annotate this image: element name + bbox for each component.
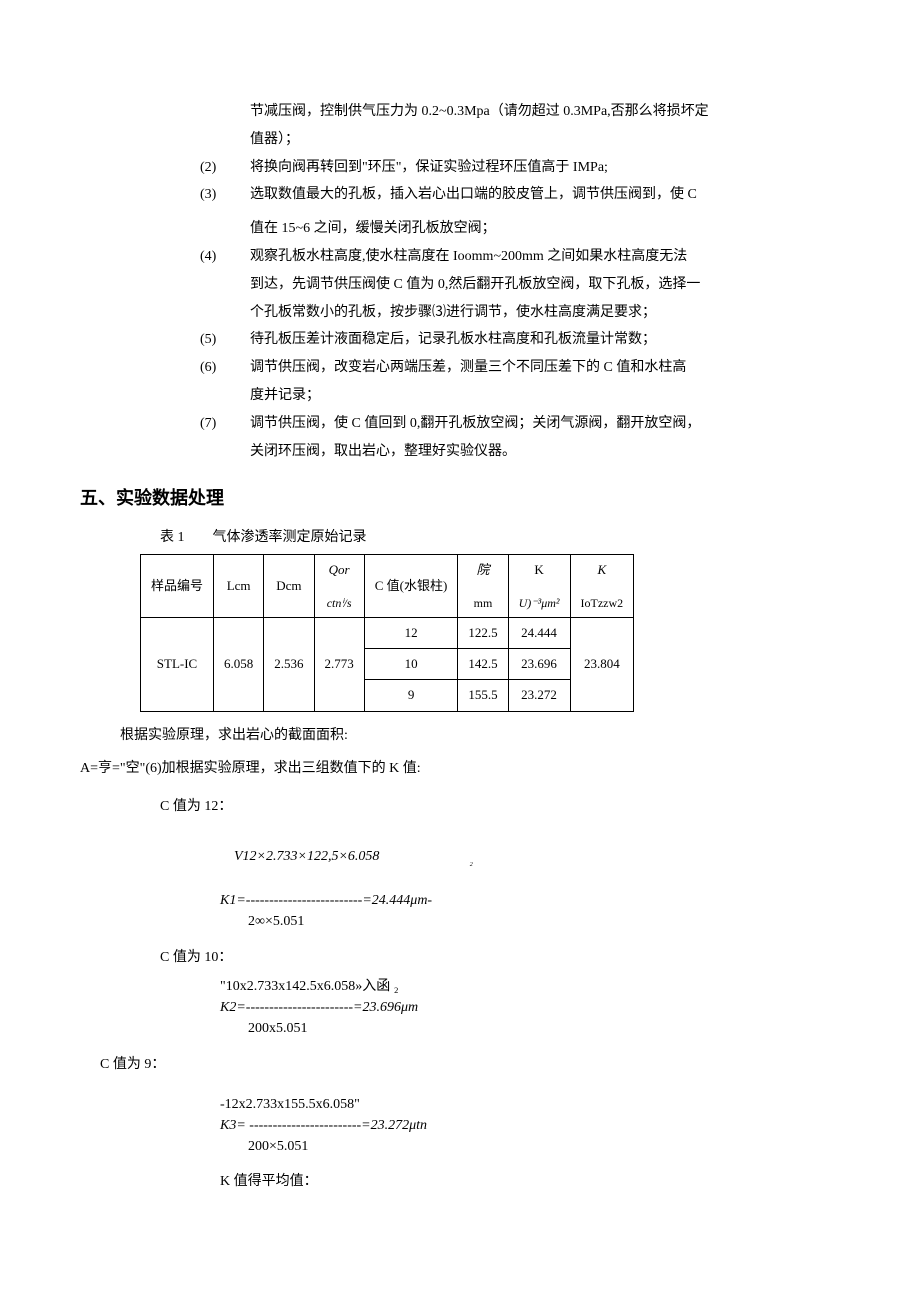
step-3: (3) 选取数值最大的孔板，插入岩心出口端的胶皮管上，调节供压阀到，使 C	[200, 183, 840, 207]
step-4: (4) 观察孔板水柱高度,使水柱高度在 Ioomm~200mm 之间如果水柱高度…	[200, 245, 840, 269]
c10-label: C 值为 10：	[160, 946, 840, 970]
k-avg-label: K 值得平均值：	[220, 1171, 840, 1192]
kavg-unit: IoTzzw2	[581, 593, 624, 613]
c9-label: C 值为 9：	[100, 1053, 840, 1077]
k2-formula: "10x2.733x142.5x6.058»入函 ₂ K2=----------…	[220, 976, 840, 1039]
step-text: 选取数值最大的孔板，插入岩心出口端的胶皮管上，调节供压阀到，使 C	[250, 183, 840, 207]
q-unit: ctnⁱ/s	[325, 593, 354, 613]
k-label: K	[519, 559, 560, 581]
k1-denominator: 2∞×5.051	[220, 911, 840, 932]
k2-result: K2=-----------------------=23.696μm	[220, 997, 840, 1018]
procedure-steps-cont3: (7) 调节供压阀，使 C 值回到 0,翻开孔板放空阀；关闭气源阀，翻开放空阀，	[200, 412, 840, 436]
k2-denominator: 200x5.051	[220, 1018, 840, 1039]
step-2: (2) 将换向阀再转回到"环压"，保证实验过程环压值高于 IMPa;	[200, 156, 840, 180]
table-1-caption: 表 1 气体渗透率测定原始记录	[160, 526, 840, 550]
table-row: STL-IC 6.058 2.536 2.773 12 122.5 24.444…	[141, 618, 634, 649]
step-6: (6) 调节供压阀，改变岩心两端压差，测量三个不同压差下的 C 值和水柱高	[200, 356, 840, 380]
cell-k1: 24.444	[508, 618, 570, 649]
step-1-continuation-b: 值器）；	[250, 128, 840, 152]
cell-hw1: 122.5	[458, 618, 508, 649]
cell-k2: 23.696	[508, 649, 570, 680]
hw-unit: mm	[468, 593, 497, 613]
k1-formula: V12×2.733×122,5×6.058₂ K1=--------------…	[220, 825, 840, 932]
step-4-line2: 到达，先调节供压阀使 C 值为 0,然后翻开孔板放空阀，取下孔板，选择一	[250, 273, 840, 297]
step-6-line2: 度并记录；	[250, 384, 840, 408]
k1-numerator: V12×2.733×122,5×6.058₂	[220, 825, 840, 890]
step-4-line3: 个孔板常数小的孔板，按步骤⑶进行调节，使水柱高度满足要求；	[250, 301, 840, 325]
step-number: (2)	[200, 156, 250, 180]
hw-label: 院	[468, 559, 497, 581]
col-Kavg: K IoTzzw2	[570, 554, 634, 617]
step-1-continuation-a: 节减压阀，控制供气压力为 0.2~0.3Mpa（请勿超过 0.3MPa,否那么将…	[250, 100, 840, 124]
col-C: C 值(水银柱)	[364, 554, 458, 617]
step-text: 将换向阀再转回到"环压"，保证实验过程环压值高于 IMPa;	[250, 156, 840, 180]
cell-Q: 2.773	[314, 618, 364, 711]
k3-numerator: -12x2.733x155.5x6.058"	[220, 1094, 840, 1115]
cell-sample: STL-IC	[141, 618, 214, 711]
step-number: (5)	[200, 328, 250, 352]
section-5-heading: 五、实验数据处理	[80, 483, 840, 514]
col-hw: 院 mm	[458, 554, 508, 617]
step-3-line2: 值在 15~6 之间，缓慢关闭孔板放空阀；	[250, 217, 840, 241]
q-label: Qor	[325, 559, 354, 581]
col-D: Dcm	[264, 554, 314, 617]
cell-L: 6.058	[214, 618, 264, 711]
k-unit: U)⁻³μm²	[519, 593, 560, 613]
data-table: 样品编号 Lcm Dcm Qor ctnⁱ/s C 值(水银柱) 院 mm K …	[140, 554, 634, 712]
procedure-steps: (2) 将换向阀再转回到"环压"，保证实验过程环压值高于 IMPa; (3) 选…	[200, 156, 840, 208]
k3-denominator: 200×5.051	[220, 1136, 840, 1157]
k2-numerator: "10x2.733x142.5x6.058»入函 ₂	[220, 976, 840, 997]
para-area-formula: A=亨="空"(6)加根据实验原理，求出三组数值下的 K 值:	[80, 757, 840, 781]
procedure-steps-cont2: (5) 待孔板压差计液面稳定后，记录孔板水柱高度和孔板流量计常数； (6) 调节…	[200, 328, 840, 380]
step-text: 调节供压阀，使 C 值回到 0,翻开孔板放空阀；关闭气源阀，翻开放空阀，	[250, 412, 840, 436]
step-text: 观察孔板水柱高度,使水柱高度在 Ioomm~200mm 之间如果水柱高度无法	[250, 245, 840, 269]
table-header-row: 样品编号 Lcm Dcm Qor ctnⁱ/s C 值(水银柱) 院 mm K …	[141, 554, 634, 617]
cell-hw2: 142.5	[458, 649, 508, 680]
col-Q: Qor ctnⁱ/s	[314, 554, 364, 617]
cell-k3: 23.272	[508, 680, 570, 711]
c12-label: C 值为 12：	[160, 795, 840, 819]
step-text: 调节供压阀，改变岩心两端压差，测量三个不同压差下的 C 值和水柱高	[250, 356, 840, 380]
k3-formula: -12x2.733x155.5x6.058" K3= -------------…	[220, 1094, 840, 1157]
k1-result: K1=-------------------------=24.444μm-	[220, 890, 840, 911]
kavg-label: K	[581, 559, 624, 581]
para-area: 根据实验原理，求出岩心的截面面积:	[120, 724, 840, 748]
cell-c2: 10	[364, 649, 458, 680]
cell-kavg: 23.804	[570, 618, 634, 711]
step-7-line2: 关闭环压阀，取出岩心，整理好实验仪器。	[250, 440, 840, 464]
cell-c3: 9	[364, 680, 458, 711]
col-sample: 样品编号	[141, 554, 214, 617]
step-number: (4)	[200, 245, 250, 269]
step-number: (3)	[200, 183, 250, 207]
step-number: (6)	[200, 356, 250, 380]
step-number: (7)	[200, 412, 250, 436]
col-L: Lcm	[214, 554, 264, 617]
step-5: (5) 待孔板压差计液面稳定后，记录孔板水柱高度和孔板流量计常数；	[200, 328, 840, 352]
procedure-steps-cont: (4) 观察孔板水柱高度,使水柱高度在 Ioomm~200mm 之间如果水柱高度…	[200, 245, 840, 269]
col-K: K U)⁻³μm²	[508, 554, 570, 617]
step-text: 待孔板压差计液面稳定后，记录孔板水柱高度和孔板流量计常数；	[250, 328, 840, 352]
step-7: (7) 调节供压阀，使 C 值回到 0,翻开孔板放空阀；关闭气源阀，翻开放空阀，	[200, 412, 840, 436]
cell-c1: 12	[364, 618, 458, 649]
k3-result: K3= ------------------------=23.272μtn	[220, 1115, 840, 1136]
cell-D: 2.536	[264, 618, 314, 711]
cell-hw3: 155.5	[458, 680, 508, 711]
